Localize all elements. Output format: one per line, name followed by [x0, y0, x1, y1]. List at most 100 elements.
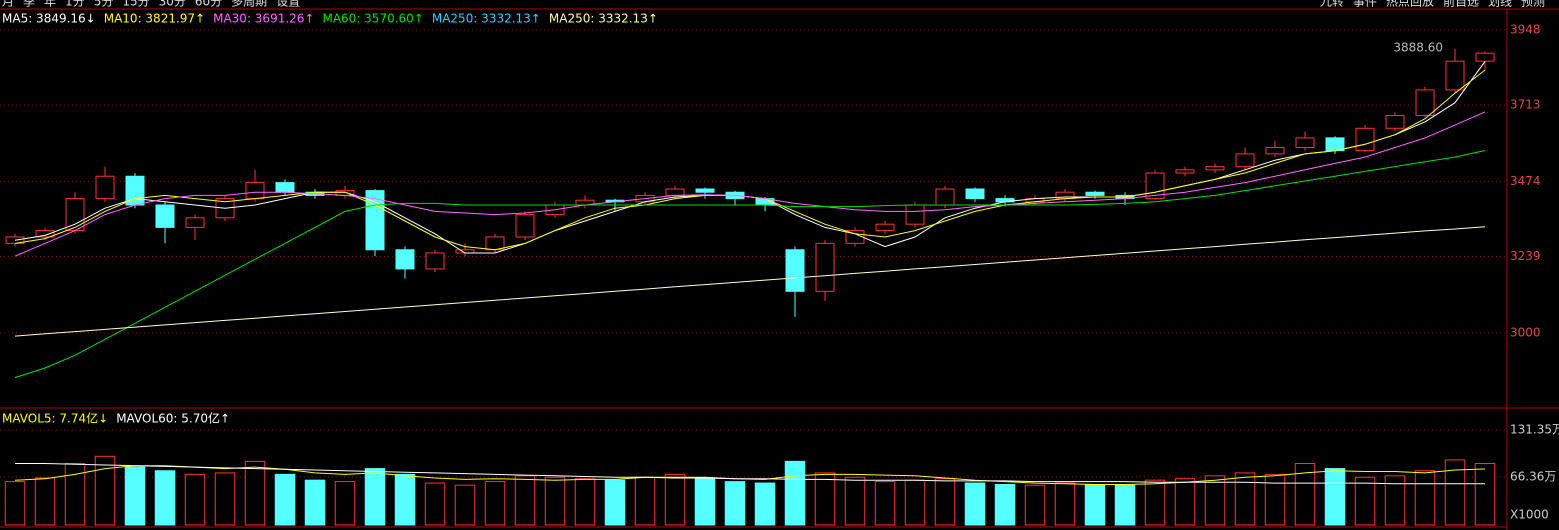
legend-entry: MAVOL5: 7.74亿↓ [2, 411, 108, 426]
volume-bar [994, 483, 1016, 526]
toolbar-item[interactable]: 30分 [159, 0, 186, 9]
toolbar-item[interactable]: 60分 [195, 0, 222, 9]
volume-bar [1114, 484, 1136, 526]
volume-bar [1174, 478, 1196, 526]
toolbar-item[interactable]: 月 [2, 0, 14, 9]
volume-bar [874, 481, 896, 526]
candle-body [245, 182, 265, 200]
toolbar-item[interactable]: 多周期 [231, 0, 267, 9]
toolbar-item[interactable]: 划线 [1488, 0, 1512, 9]
candle-body [785, 249, 805, 292]
volume-bar [754, 482, 776, 526]
legend-entry: MA60: 3570.60↑ [322, 12, 423, 26]
toolbar-item[interactable]: 季 [23, 0, 35, 9]
toolbar-item[interactable]: 预测 [1521, 0, 1545, 9]
candle-body [515, 214, 535, 238]
candle-body [695, 188, 715, 193]
candle-body [1145, 172, 1165, 200]
volume-bar [64, 463, 86, 526]
ma-line [14, 226, 1486, 337]
candle-body [95, 175, 115, 200]
legend-entry: MAVOL60: 5.70亿↑ [116, 411, 230, 426]
volume-bar [784, 460, 806, 526]
volume-bar [964, 482, 986, 526]
volume-bar [604, 479, 626, 526]
volume-bar [844, 476, 866, 526]
candle-body [845, 230, 865, 244]
candle-body [1085, 191, 1105, 196]
high-annotation: 3888.60 [1393, 40, 1443, 54]
candle-body [815, 242, 835, 292]
volume-bar [634, 476, 656, 526]
candle-body [185, 217, 205, 228]
candle-body [875, 223, 895, 232]
candle-body [965, 188, 985, 200]
legend-entry: MA10: 3821.97↑ [104, 12, 205, 26]
candle-body [1445, 60, 1465, 91]
volume-bar [304, 479, 326, 526]
volume-bar [334, 481, 356, 526]
volume-bar [904, 479, 926, 526]
volume-bar [184, 473, 206, 526]
candle-body [365, 190, 385, 251]
volume-bar [394, 473, 416, 526]
candle-body [665, 188, 685, 196]
toolbar-item[interactable]: 15分 [122, 0, 149, 9]
toolbar-item[interactable]: 设置 [276, 0, 300, 9]
volume-bar [274, 473, 296, 526]
y-tick-label: 3239 [1510, 249, 1541, 263]
candle-body [1265, 146, 1285, 155]
candle-body [395, 249, 415, 270]
volume-bar [1054, 482, 1076, 526]
volume-bar [1444, 459, 1466, 526]
volume-bar [1324, 468, 1346, 526]
toolbar-item[interactable]: 事件 [1353, 0, 1377, 9]
y-tick-label: 66.36万 [1510, 470, 1556, 484]
candle-body [935, 188, 955, 206]
candle-body [1355, 127, 1375, 152]
volume-bar [934, 478, 956, 526]
volume-bar [364, 468, 386, 526]
volume-bar [1084, 483, 1106, 526]
candle-body [905, 204, 925, 225]
candle-body [275, 182, 295, 193]
ma-line [15, 463, 1485, 485]
volume-bar [694, 478, 716, 526]
volume-bar [1414, 470, 1436, 526]
volume-bar [514, 475, 536, 526]
toolbar-item[interactable]: 年 [44, 0, 56, 9]
candle-body [1415, 89, 1435, 116]
volume-bar [1234, 472, 1256, 526]
y-tick-label: 3000 [1510, 325, 1541, 339]
toolbar-item[interactable]: 前自选 [1443, 0, 1479, 9]
legend-entry: MA30: 3691.26↑ [213, 12, 314, 26]
volume-bar [544, 476, 566, 526]
volume-bar [1474, 463, 1496, 526]
toolbar-item[interactable]: 1分 [65, 0, 85, 9]
volume-bar [34, 477, 56, 526]
volume-bar [1264, 473, 1286, 526]
volume-bar [574, 478, 596, 526]
candle-body [1205, 166, 1225, 171]
toolbar-item[interactable]: 热点回放 [1386, 0, 1434, 9]
volume-bar [4, 481, 26, 526]
candle-body [1325, 137, 1345, 152]
y-tick-label: 3948 [1510, 22, 1541, 36]
candle-body [1235, 153, 1255, 168]
legend-entry: MA250: 3332.13↑ [549, 12, 658, 26]
volume-bar [94, 455, 116, 526]
unit-label: X1000 [1510, 508, 1549, 522]
y-tick-label: 3713 [1510, 97, 1541, 111]
legend-entry: MA250: 3332.13↑ [432, 12, 541, 26]
legend-entry: MA5: 3849.16↓ [2, 12, 96, 26]
candle-body [35, 230, 55, 238]
volume-bar [1354, 476, 1376, 526]
toolbar-item[interactable]: 5分 [94, 0, 114, 9]
y-tick-label: 3474 [1510, 174, 1541, 188]
toolbar-item[interactable]: 九转 [1320, 0, 1344, 9]
volume-bar [814, 472, 836, 526]
y-tick-label: 131.35万 [1510, 422, 1559, 436]
volume-bar [1024, 484, 1046, 526]
ma-line [14, 150, 1486, 379]
